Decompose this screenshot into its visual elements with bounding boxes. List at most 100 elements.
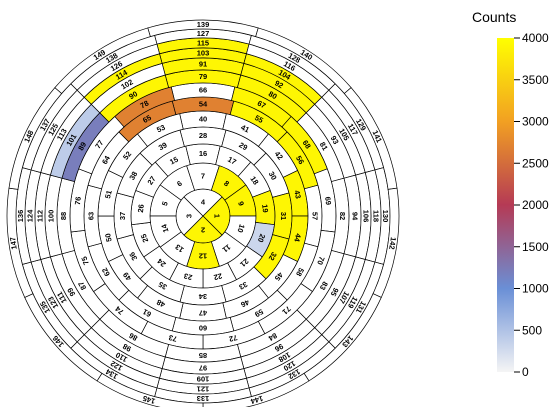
cell-label-36: 36: [127, 250, 139, 262]
cell-label-80: 80: [267, 89, 279, 101]
cell-label-12: 12: [199, 252, 207, 261]
cell-label-41: 41: [239, 123, 250, 135]
cell-label-92: 92: [273, 78, 285, 90]
cell-label-76: 76: [73, 196, 83, 205]
cell-label-96: 96: [273, 342, 285, 354]
cell-label-8: 8: [222, 179, 231, 189]
cell-label-100: 100: [47, 210, 56, 223]
cell-label-106: 106: [362, 210, 371, 223]
cell-label-103: 103: [197, 49, 210, 58]
cell-label-5: 5: [160, 200, 170, 207]
cell-label-57: 57: [311, 212, 320, 220]
cell-label-79: 79: [199, 72, 207, 81]
cell-label-55: 55: [253, 113, 265, 125]
cell-label-48: 48: [155, 298, 166, 310]
cell-label-33: 33: [237, 280, 249, 292]
cell-label-109: 109: [197, 375, 210, 384]
cell-label-93: 93: [329, 134, 341, 146]
colorbar-ticks: 4000 3500 3000 2500 2000 1500 1000 500 0: [514, 31, 549, 379]
heatmap-cells: [6, 19, 400, 407]
cell-label-14: 14: [159, 222, 170, 234]
cell-label-18: 18: [248, 175, 260, 187]
cell-label-63: 63: [87, 212, 96, 220]
cell-label-30: 30: [267, 170, 279, 182]
cell-label-60: 60: [199, 324, 207, 333]
cell-label-47: 47: [199, 309, 207, 318]
cell-label-75: 75: [80, 255, 91, 266]
cell-label-69: 69: [323, 196, 333, 205]
cell-label-91: 91: [199, 60, 207, 69]
cell-label-39: 39: [157, 140, 169, 152]
cell-label-89: 89: [76, 140, 88, 152]
cell-label-90: 90: [127, 89, 139, 101]
cell-label-25: 25: [139, 233, 150, 244]
cell-label-62: 62: [100, 266, 112, 278]
cell-label-44: 44: [292, 233, 303, 244]
colorbar-tick-label: 1500: [522, 240, 549, 254]
cell-label-26: 26: [136, 204, 146, 213]
cell-label-82: 82: [338, 212, 347, 220]
cell-label-121: 121: [197, 385, 210, 394]
colorbar-gradient: [497, 38, 514, 372]
cell-label-28: 28: [199, 131, 207, 140]
colorbar-tick-label: 4000: [522, 31, 549, 45]
cell-label-77: 77: [93, 138, 105, 150]
cell-label-20: 20: [256, 233, 267, 244]
cell-label-58: 58: [294, 266, 306, 278]
cell-label-147: 147: [8, 236, 19, 250]
cell-label-9: 9: [236, 200, 246, 207]
cell-149: [54, 27, 151, 95]
colorbar-tick-label: 500: [522, 323, 542, 337]
cell-label-53: 53: [155, 123, 166, 135]
cell-number-labels: 1234567891011121314151617181920212223242…: [8, 20, 398, 406]
cell-label-99: 99: [65, 286, 77, 298]
cell-label-32: 32: [267, 250, 279, 262]
cell-label-86: 86: [127, 331, 139, 343]
cell-label-2: 2: [201, 226, 205, 235]
cell-label-34: 34: [198, 292, 207, 301]
cell-label-127: 127: [197, 29, 210, 38]
cell-label-29: 29: [237, 140, 249, 152]
cell-label-16: 16: [199, 149, 207, 158]
cell-label-81: 81: [318, 140, 330, 152]
cell-label-94: 94: [351, 212, 360, 221]
cell-label-10: 10: [235, 223, 246, 234]
colorbar-tick-label: 2000: [522, 198, 549, 212]
cell-label-56: 56: [294, 154, 306, 166]
colorbar-title: Counts: [472, 9, 516, 25]
cell-label-142: 142: [387, 236, 398, 250]
cell-label-31: 31: [279, 212, 288, 220]
cell-label-37: 37: [118, 212, 127, 220]
colorbar-tick-label: 3000: [522, 115, 549, 129]
cell-label-83: 83: [318, 280, 330, 292]
cell-label-46: 46: [239, 298, 250, 310]
cell-label-19: 19: [260, 204, 270, 213]
cell-label-145: 145: [142, 394, 157, 406]
cell-label-6: 6: [175, 179, 184, 189]
cell-label-133: 133: [197, 394, 210, 403]
cell-label-40: 40: [199, 115, 207, 124]
cell-label-11: 11: [221, 242, 233, 254]
cell-label-85: 85: [199, 351, 207, 360]
colorbar-tick-label: 3500: [522, 73, 549, 87]
cell-label-61: 61: [141, 307, 153, 319]
colorbar-tick-label: 0: [522, 365, 529, 379]
cell-label-78: 78: [139, 99, 151, 111]
cell-label-59: 59: [253, 307, 265, 319]
cell-label-144: 144: [249, 394, 264, 406]
cell-label-50: 50: [103, 233, 114, 243]
cell-label-17: 17: [226, 155, 238, 167]
colorbar: Counts 4000 3500 3000 2500 2000 1500 1000 500 0: [472, 9, 549, 379]
cell-label-68: 68: [301, 138, 313, 150]
cell-label-22: 22: [213, 271, 223, 282]
cell-label-139: 139: [197, 20, 210, 29]
cell-label-112: 112: [36, 210, 45, 222]
cell-label-118: 118: [372, 210, 381, 222]
cell-label-43: 43: [292, 189, 303, 199]
cell-label-27: 27: [145, 175, 157, 187]
cell-label-87: 87: [76, 280, 88, 292]
cell-label-66: 66: [199, 86, 207, 95]
cell-label-7: 7: [201, 172, 205, 181]
cell-label-38: 38: [127, 170, 139, 182]
